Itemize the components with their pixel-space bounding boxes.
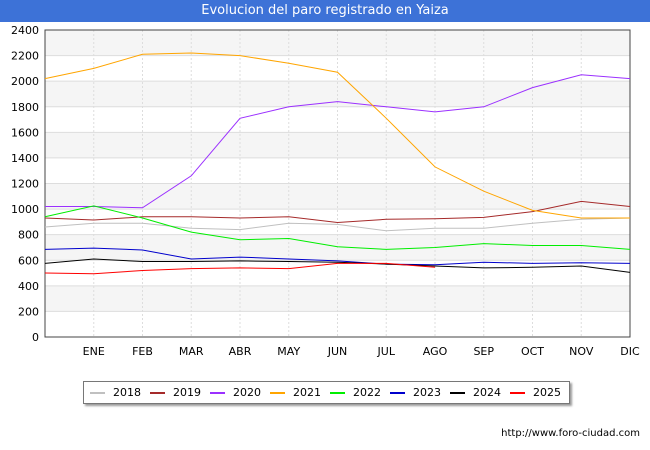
source-url: http://www.foro-ciudad.com [501, 428, 640, 439]
y-tick-label: 2400 [11, 24, 39, 37]
y-tick-label: 1200 [11, 178, 39, 191]
series-line-2023 [44, 247, 631, 266]
y-tick-label: 1800 [11, 101, 39, 114]
legend-swatch [330, 391, 345, 394]
x-tick-label: MAR [179, 345, 204, 358]
legend-label: 2018 [113, 386, 141, 399]
y-tick-label: 1000 [11, 203, 39, 216]
legend-swatch [210, 391, 225, 394]
legend-label: 2020 [233, 386, 261, 399]
legend-swatch [450, 391, 465, 394]
series-line-2019 [44, 200, 631, 224]
series-line-2018 [44, 217, 631, 232]
series-line-2025 [44, 262, 436, 275]
chart-title: Evolucion del paro registrado en Yaiza [0, 0, 650, 22]
y-tick-label: 0 [32, 331, 39, 344]
legend-item-2025: 2025 [510, 382, 561, 403]
y-tick-label: 1400 [11, 152, 39, 165]
x-tick-label: OCT [521, 345, 544, 358]
x-tick-label: ABR [229, 345, 252, 358]
series-line-2020 [45, 74, 631, 209]
legend-item-2020: 2020 [210, 382, 261, 403]
x-tick-label: DIC [620, 345, 640, 358]
legend-label: 2019 [173, 386, 201, 399]
x-tick-label: FEB [132, 345, 153, 358]
series-line-2021 [44, 52, 630, 219]
y-tick-label: 2000 [11, 75, 39, 88]
x-tick-label: ENE [83, 345, 105, 358]
legend-swatch [150, 391, 165, 394]
y-tick-label: 1600 [11, 126, 39, 139]
plot-frame [44, 29, 631, 338]
x-tick-label: JUL [377, 345, 396, 358]
y-tick-label: 200 [18, 305, 39, 318]
x-tick-label: SEP [473, 345, 494, 358]
y-tick-label: 2200 [11, 50, 39, 63]
legend-swatch [270, 391, 285, 394]
legend-label: 2024 [473, 386, 501, 399]
series-line-2022 [44, 205, 631, 250]
legend-item-2019: 2019 [150, 382, 201, 403]
x-tick-label: MAY [277, 345, 300, 358]
y-tick-label: 800 [18, 229, 39, 242]
x-tick-label: AGO [423, 345, 448, 358]
legend-item-2022: 2022 [330, 382, 381, 403]
legend-swatch [90, 391, 105, 394]
legend-label: 2022 [353, 386, 381, 399]
legend-item-2018: 2018 [90, 382, 141, 403]
legend-swatch [390, 391, 405, 394]
legend-label: 2023 [413, 386, 441, 399]
y-tick-label: 600 [18, 254, 39, 267]
legend-item-2024: 2024 [450, 382, 501, 403]
plot-band [45, 132, 630, 158]
plot-band [45, 260, 630, 286]
legend-swatch [510, 391, 525, 394]
legend-item-2023: 2023 [390, 382, 441, 403]
chart-legend: 2018 2019 2020 2021 2022 2023 2024 2025 [83, 381, 570, 404]
y-tick-label: 400 [18, 280, 39, 293]
x-tick-label: JUN [327, 345, 348, 358]
legend-label: 2025 [533, 386, 561, 399]
series-line-2024 [44, 258, 631, 273]
x-tick-label: NOV [569, 345, 594, 358]
legend-label: 2021 [293, 386, 321, 399]
legend-item-2021: 2021 [270, 382, 321, 403]
